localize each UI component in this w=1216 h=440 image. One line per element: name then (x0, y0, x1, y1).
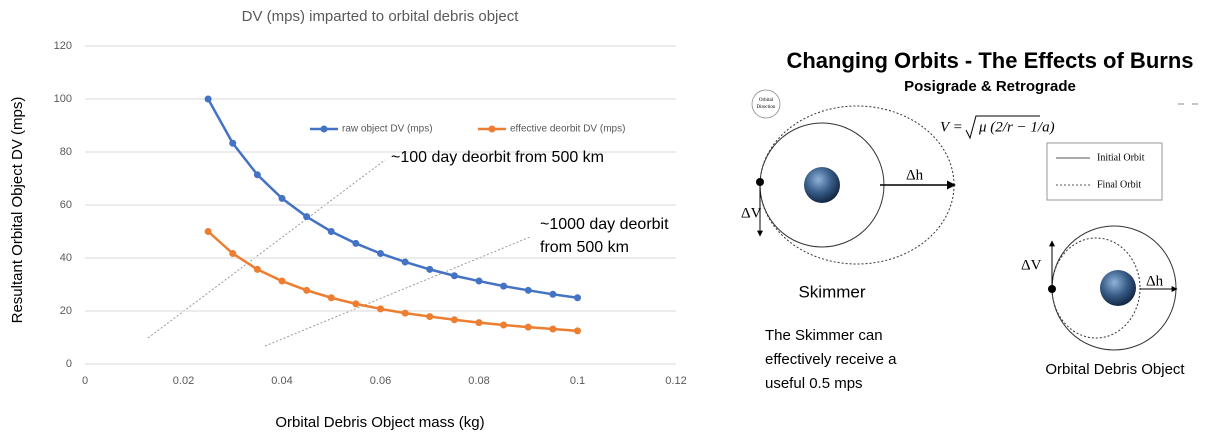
point (352, 240, 359, 247)
y-tick-label: 80 (60, 146, 72, 158)
diagram: Changing Orbits - The Effects of Burns P… (741, 48, 1198, 392)
delta-h: Δh (1146, 273, 1164, 289)
legend-label: Initial Orbit (1097, 152, 1145, 163)
delta-v: ΔV (1021, 257, 1042, 273)
debris-label: Orbital Debris Object (1045, 361, 1185, 378)
point (279, 278, 286, 285)
y-tick-label: 60 (60, 199, 72, 211)
point (279, 195, 286, 202)
y-tick-label: 0 (66, 358, 72, 370)
x-tick-label: 0.12 (665, 375, 686, 387)
point (328, 228, 335, 235)
point (500, 322, 507, 329)
point (254, 266, 261, 273)
point (549, 326, 556, 333)
point (205, 228, 212, 235)
point (352, 300, 359, 307)
point (303, 287, 310, 294)
formula: V = μ (2/r − 1/a) (940, 116, 1055, 138)
y-axis-label: Resultant Orbital Object DV (mps) (9, 97, 26, 324)
point (328, 294, 335, 301)
x-tick-label: 0.02 (173, 375, 194, 387)
x-axis-label: Orbital Debris Object mass (kg) (275, 414, 484, 431)
point (229, 250, 236, 257)
point (303, 213, 310, 220)
formula-text: V = (940, 119, 963, 135)
point (500, 283, 507, 290)
chart: DV (mps) imparted to orbital debris obje… (9, 8, 687, 431)
skimmer-label: Skimmer (798, 282, 865, 301)
legend-label: effective deorbit DV (mps) (510, 124, 625, 135)
page: DV (mps) imparted to orbital debris obje… (0, 0, 1216, 435)
x-tick-label: 0.06 (370, 375, 391, 387)
legend-label: Final Orbit (1097, 179, 1141, 190)
point (574, 327, 581, 334)
x-tick-label: 0.04 (271, 375, 292, 387)
earth (1100, 270, 1136, 306)
annotation: from 500 km (540, 239, 629, 256)
point (525, 287, 532, 294)
skimmer-text: useful 0.5 mps (765, 375, 863, 392)
y-tick-label: 120 (54, 40, 72, 52)
x-tick-label: 0 (82, 375, 88, 387)
point (451, 272, 458, 279)
point (574, 294, 581, 301)
point (426, 266, 433, 273)
point (476, 319, 483, 326)
direction-icon (752, 90, 780, 118)
point (377, 250, 384, 257)
formula-text: μ (2/r − 1/a) (978, 119, 1055, 135)
skimmer-text: The Skimmer can (765, 327, 883, 344)
earth (804, 167, 840, 203)
point (229, 140, 236, 147)
point (377, 305, 384, 312)
legend-label: raw object DV (mps) (342, 124, 433, 135)
point (205, 96, 212, 103)
point (451, 316, 458, 323)
annotation: ~100 day deorbit from 500 km (391, 149, 604, 166)
y-tick-label: 100 (54, 93, 72, 105)
legend-swatch (321, 126, 328, 133)
point (476, 278, 483, 285)
annotation: ~1000 day deorbit (540, 216, 669, 233)
delta-h: Δh (906, 167, 924, 183)
legend-swatch (489, 126, 496, 133)
y-tick-label: 20 (60, 305, 72, 317)
direction-label: Orbital (759, 98, 774, 103)
point (402, 310, 409, 317)
x-tick-label: 0.1 (570, 375, 585, 387)
point (402, 258, 409, 265)
point (525, 324, 532, 331)
x-tick-label: 0.08 (468, 375, 489, 387)
point (549, 291, 556, 298)
y-tick-label: 40 (60, 252, 72, 264)
direction-label: Direction (757, 105, 776, 110)
skimmer-text: effectively receive a (765, 351, 897, 368)
diagram-title: Changing Orbits - The Effects of Burns (786, 48, 1193, 73)
delta-v: ΔV (741, 205, 762, 221)
series-line (208, 232, 577, 331)
point (426, 313, 433, 320)
point (254, 171, 261, 178)
chart-title: DV (mps) imparted to orbital debris obje… (242, 8, 520, 25)
diagram-subtitle: Posigrade & Retrograde (904, 78, 1076, 95)
